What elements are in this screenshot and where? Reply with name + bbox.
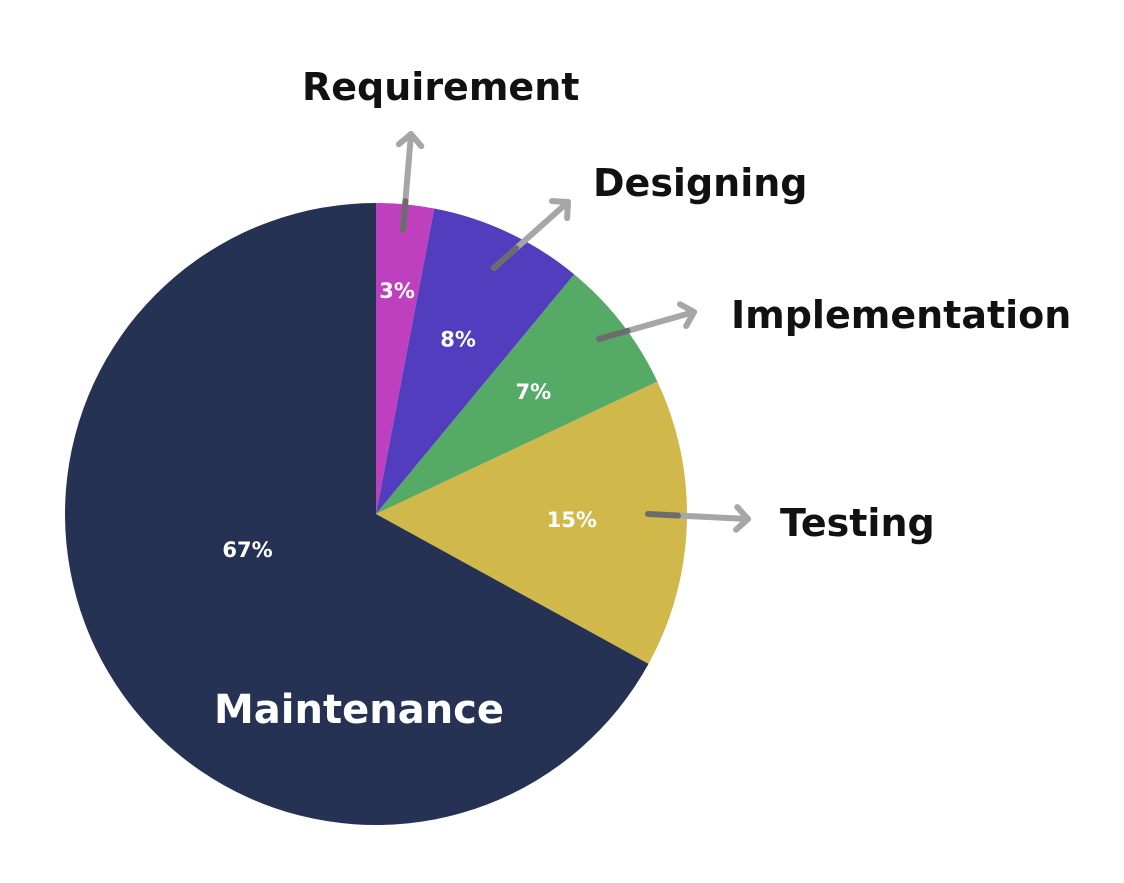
callout-arrow-requirement xyxy=(395,131,425,233)
percent-label-testing: 15% xyxy=(547,508,597,532)
slices-layer xyxy=(65,203,688,825)
percent-label-designing: 8% xyxy=(440,328,476,352)
callout-arrow-tail xyxy=(596,327,631,342)
callout-arrow-tail xyxy=(491,245,520,271)
callout-arrow-testing xyxy=(645,504,751,533)
callout-arrow-shaft xyxy=(491,199,571,271)
category-labels-layer: Requirement Designing Implementation Testin… xyxy=(214,65,1071,733)
slice-testing xyxy=(376,381,688,664)
category-label-testing: Testing xyxy=(780,501,935,545)
category-label-maintenance: Maintenance xyxy=(214,687,504,733)
slice-implementation xyxy=(376,274,658,514)
percent-label-requirement: 3% xyxy=(379,279,415,303)
category-label-requirement: Requirement xyxy=(302,65,579,109)
category-label-designing: Designing xyxy=(593,161,808,205)
category-label-implementation: Implementation xyxy=(731,293,1071,337)
callout-arrow-head xyxy=(733,504,751,533)
callout-arrow-shaft xyxy=(645,511,751,522)
percent-label-maintenance: 67% xyxy=(222,538,272,562)
slice-designing xyxy=(376,208,575,514)
callout-arrow-head xyxy=(549,198,571,221)
callout-arrow-shaft xyxy=(400,131,414,233)
callout-arrow-tail xyxy=(400,198,409,233)
callout-arrow-designing xyxy=(491,198,571,271)
callout-arrows-layer xyxy=(395,131,751,533)
callout-arrow-tail xyxy=(645,511,681,519)
slice-requirement xyxy=(376,203,435,514)
percent-label-implementation: 7% xyxy=(515,380,551,404)
callout-arrow-shaft xyxy=(596,309,697,342)
callout-arrow-head xyxy=(677,301,697,329)
callout-arrow-implementation xyxy=(596,301,697,342)
percent-labels-layer: 3% 8% 7% 15% 67% xyxy=(222,279,597,562)
slice-maintenance xyxy=(65,203,649,825)
callout-arrow-head xyxy=(395,131,425,150)
